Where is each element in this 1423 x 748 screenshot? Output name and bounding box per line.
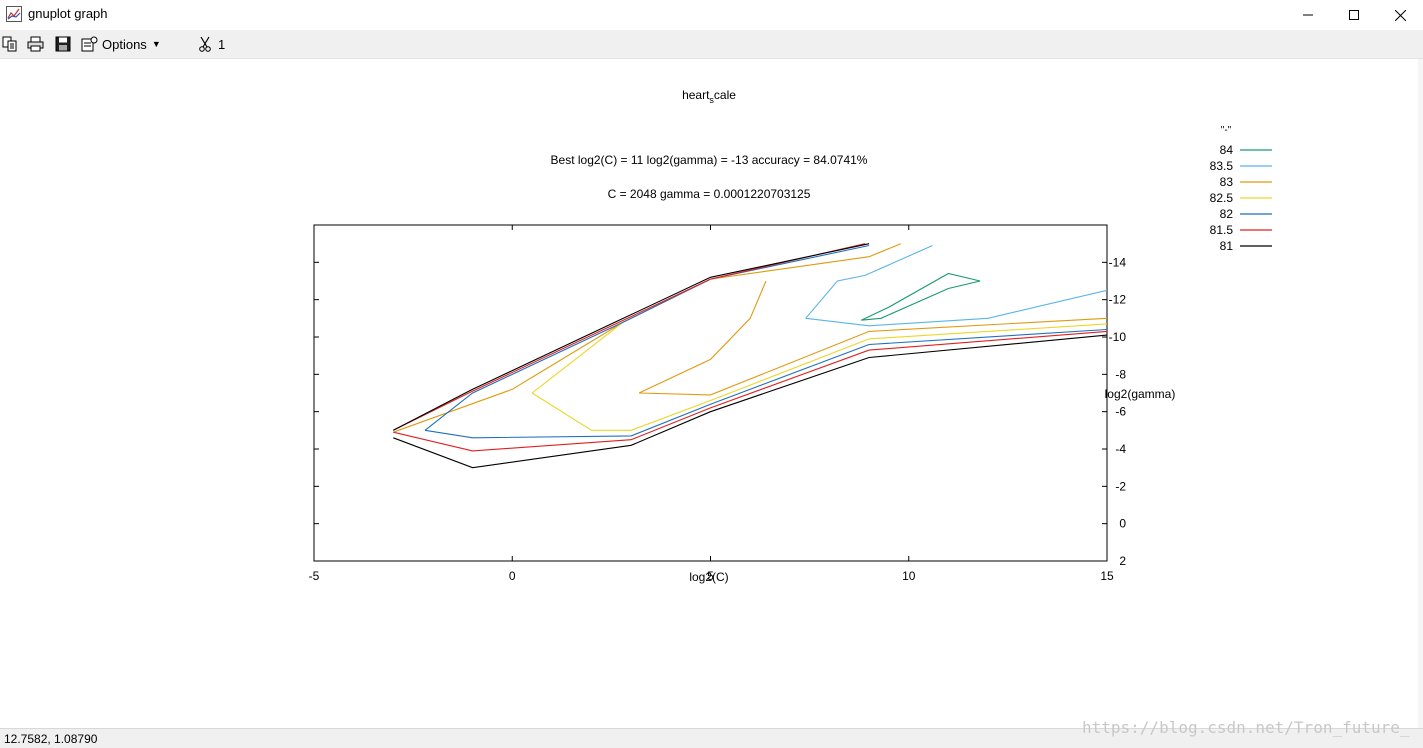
chevron-down-icon: ▼ bbox=[151, 39, 161, 49]
legend-label: 81 bbox=[1220, 239, 1234, 253]
minimize-button[interactable] bbox=[1285, 0, 1331, 30]
options-label: Options bbox=[102, 36, 147, 52]
copy-icon bbox=[2, 36, 17, 52]
gnuplot-app-icon bbox=[6, 6, 22, 22]
x-axis-label: log2(C) bbox=[689, 570, 728, 584]
options-icon bbox=[81, 36, 98, 52]
chart-title: heartscale bbox=[682, 88, 736, 105]
scrollbar[interactable] bbox=[1418, 59, 1423, 728]
contour-chart[interactable]: heartscale Best log2(C) = 11 log2(gamma) … bbox=[0, 59, 1418, 728]
legend-label: 84 bbox=[1220, 143, 1234, 157]
minimize-icon bbox=[1303, 14, 1313, 16]
watermark: https://blog.csdn.net/Tron_future_ bbox=[1082, 718, 1410, 737]
x-tick-label: -5 bbox=[309, 569, 320, 583]
chart-subtitle-params: C = 2048 gamma = 0.0001220703125 bbox=[608, 187, 811, 201]
window-title: gnuplot graph bbox=[28, 6, 108, 21]
maximize-icon bbox=[1349, 10, 1359, 20]
legend-label: 82 bbox=[1220, 207, 1234, 221]
maximize-button[interactable] bbox=[1331, 0, 1377, 30]
y-tick-label: 0 bbox=[1119, 517, 1126, 531]
print-icon bbox=[27, 36, 44, 52]
contour-line-83 bbox=[639, 317, 1107, 396]
x-tick-label: 10 bbox=[902, 569, 916, 583]
contour-line-83 bbox=[393, 243, 902, 433]
legend-label: 83.5 bbox=[1210, 159, 1234, 173]
close-icon bbox=[1394, 9, 1406, 21]
statusbar: 12.7582, 1.08790 bbox=[0, 728, 1423, 748]
window-titlebar: gnuplot graph bbox=[0, 0, 1423, 30]
x-tick-label: 0 bbox=[509, 569, 516, 583]
y-tick-label: 2 bbox=[1119, 554, 1126, 568]
legend-label: 82.5 bbox=[1210, 191, 1234, 205]
copy-button[interactable] bbox=[2, 34, 18, 54]
y-tick-label: -4 bbox=[1115, 442, 1126, 456]
chart-subtitle-best: Best log2(C) = 11 log2(gamma) = -13 accu… bbox=[551, 153, 868, 167]
y-tick-label: -8 bbox=[1115, 367, 1126, 381]
scissors-button[interactable]: 1 bbox=[198, 34, 225, 54]
contour-line-82-5 bbox=[531, 321, 624, 394]
contour-line-82-5 bbox=[531, 323, 1107, 431]
legend-label: 83 bbox=[1220, 175, 1234, 189]
legend-title: "-" bbox=[1221, 125, 1232, 136]
contour-line-81 bbox=[393, 334, 1107, 469]
contour-line-83-5 bbox=[805, 244, 933, 319]
contour-line-81-5 bbox=[393, 243, 866, 431]
contour-line-82 bbox=[424, 244, 870, 431]
y-tick-label: -12 bbox=[1109, 293, 1127, 307]
x-tick-label: 15 bbox=[1100, 569, 1114, 583]
legend-label: 81.5 bbox=[1210, 223, 1234, 237]
contour-line-84 bbox=[860, 272, 981, 321]
options-menu-button[interactable]: Options ▼ bbox=[81, 34, 161, 54]
print-button[interactable] bbox=[27, 34, 44, 54]
contour-line-81 bbox=[393, 243, 870, 431]
contour-line-83 bbox=[638, 280, 767, 394]
plot-area[interactable]: heartscale Best log2(C) = 11 log2(gamma) … bbox=[0, 59, 1423, 728]
y-tick-label: -2 bbox=[1115, 479, 1126, 493]
toolbar: Options ▼ 1 bbox=[0, 30, 1423, 59]
y-tick-label: -10 bbox=[1109, 330, 1127, 344]
x-tick-label: 5 bbox=[707, 569, 714, 583]
save-button[interactable] bbox=[55, 34, 71, 54]
contour-line-82 bbox=[424, 328, 1107, 439]
count-label: 1 bbox=[218, 36, 226, 52]
close-button[interactable] bbox=[1377, 0, 1423, 30]
contour-line-83-5 bbox=[805, 289, 1107, 327]
coordinate-readout: 12.7582, 1.08790 bbox=[4, 732, 98, 746]
y-tick-label: -6 bbox=[1115, 405, 1126, 419]
y-tick-label: -14 bbox=[1109, 255, 1127, 269]
contour-line-81-5 bbox=[393, 330, 1107, 452]
save-icon bbox=[55, 36, 71, 52]
scissors-icon bbox=[199, 36, 211, 52]
plot-frame bbox=[313, 224, 1108, 562]
y-axis-label: log2(gamma) bbox=[1105, 387, 1176, 401]
